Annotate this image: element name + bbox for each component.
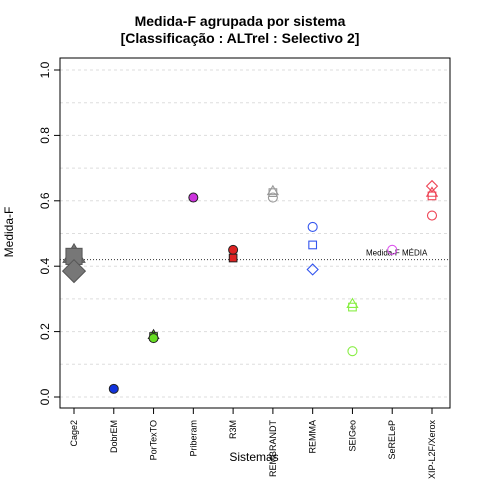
y-axis-label: Medida-F (2, 207, 16, 258)
y-tick-label: 0.4 (38, 258, 52, 275)
x-tick-label: PorTexTO (149, 420, 159, 460)
data-point-diamond (425, 179, 439, 193)
x-tick-label: SeRELeP (387, 420, 397, 460)
mean-line-label: Medida-F MÉDIA (366, 249, 428, 258)
data-point-square (268, 188, 278, 198)
data-point-circle (228, 244, 239, 255)
x-axis-label: Sistemas (229, 450, 278, 464)
data-point-circle (148, 333, 159, 344)
data-point-circle (307, 221, 318, 233)
chart-title: Medida-F agrupada por sistema (134, 13, 346, 29)
y-tick-label: 0.0 (38, 388, 52, 405)
data-point-circle (188, 192, 199, 203)
chart-subtitle: [Classificação : ALTrel : Selectivo 2] (120, 30, 360, 46)
data-point-circle (267, 192, 278, 203)
y-tick-label: 0.2 (38, 323, 52, 340)
data-point-square (427, 191, 437, 201)
data-point-square (228, 253, 238, 263)
data-point-diamond (61, 258, 87, 284)
x-tick-label: REMMA (308, 420, 318, 454)
y-tick-label: 0.6 (38, 192, 52, 209)
x-tick-label: Priberam (188, 420, 198, 457)
x-tick-label: DobrEM (109, 420, 119, 453)
data-point-circle (426, 210, 438, 221)
data-point-triangle (266, 184, 280, 196)
data-point-circle (108, 383, 119, 394)
data-point-diamond (306, 263, 319, 276)
data-point-square (308, 240, 318, 250)
x-tick-label: XIP-L2F/Xerox (427, 420, 437, 480)
y-tick-label: 1.0 (38, 61, 52, 78)
x-tick-label: REMBRANDT (268, 420, 278, 478)
plot-frame (59, 57, 451, 409)
x-tick-label: Cage2 (69, 420, 79, 447)
data-point-square (348, 302, 357, 312)
data-point-circle (347, 346, 358, 357)
y-tick-label: 0.8 (38, 127, 52, 144)
x-tick-label: SEIGeo (347, 420, 357, 452)
x-tick-label: R3M (228, 420, 238, 439)
data-point-circle (387, 244, 398, 255)
